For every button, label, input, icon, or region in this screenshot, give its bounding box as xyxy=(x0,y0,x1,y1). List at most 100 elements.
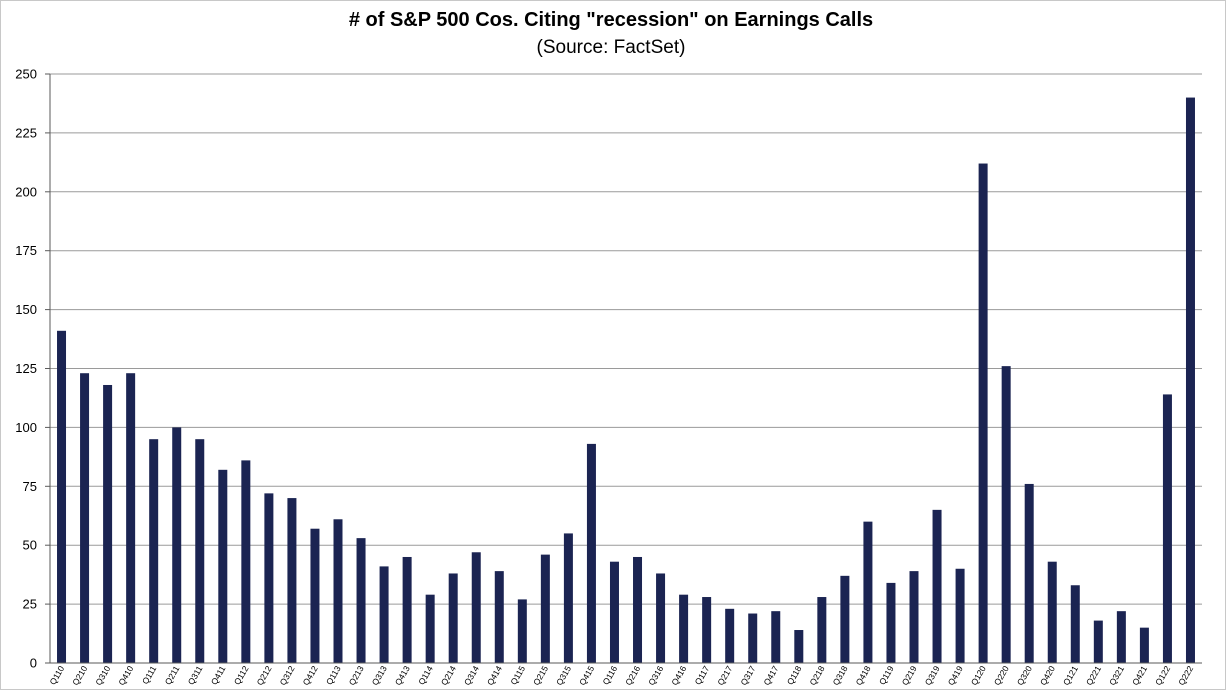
x-tick-label: Q414 xyxy=(485,664,504,687)
x-tick-label: Q210 xyxy=(70,664,89,687)
x-tick-label: Q111 xyxy=(140,664,159,686)
bar-q318 xyxy=(840,575,850,663)
bar-q113 xyxy=(333,519,343,663)
bar-q117 xyxy=(702,597,712,663)
bar-q313 xyxy=(379,566,389,663)
bar-q219 xyxy=(909,571,919,663)
bar-q112 xyxy=(241,460,251,663)
bar-q222 xyxy=(1185,97,1195,663)
x-tick-label: Q216 xyxy=(623,664,642,687)
x-tick-label: Q419 xyxy=(946,664,965,687)
bar-q316 xyxy=(656,573,666,663)
bar-q216 xyxy=(633,556,643,663)
bar-q114 xyxy=(425,594,435,663)
x-tick-label: Q218 xyxy=(808,664,827,687)
x-tick-label: Q418 xyxy=(854,664,873,687)
bar-q417 xyxy=(771,611,781,663)
x-tick-label: Q413 xyxy=(393,664,412,687)
bar-q415 xyxy=(586,443,596,663)
bar-q215 xyxy=(540,554,550,663)
x-tick-label: Q320 xyxy=(1015,664,1034,687)
bar-q416 xyxy=(679,594,689,663)
x-tick-label: Q420 xyxy=(1038,664,1057,687)
bar-q321 xyxy=(1116,611,1126,663)
x-tick-label: Q416 xyxy=(669,664,688,687)
bar-q122 xyxy=(1162,394,1172,663)
chart-subtitle: (Source: FactSet) xyxy=(537,37,686,58)
x-tick-label: Q217 xyxy=(715,664,734,687)
x-tick-label: Q314 xyxy=(462,664,481,687)
x-tick-label: Q213 xyxy=(347,664,366,687)
bar-q118 xyxy=(794,630,804,663)
bar-q412 xyxy=(310,528,320,663)
x-tick-label: Q318 xyxy=(831,664,850,687)
bar-q419 xyxy=(955,568,965,663)
bar-q220 xyxy=(1001,366,1011,663)
x-tick-label: Q410 xyxy=(116,664,135,687)
bar-q411 xyxy=(218,469,228,663)
bar-q311 xyxy=(195,439,205,663)
y-tick-label: 200 xyxy=(15,184,37,199)
x-tick-label: Q421 xyxy=(1130,664,1149,687)
bar-q121 xyxy=(1070,585,1080,663)
y-tick-label: 150 xyxy=(15,302,37,317)
x-tick-label: Q415 xyxy=(577,664,596,687)
x-tick-label: Q220 xyxy=(992,664,1011,687)
x-tick-label: Q119 xyxy=(877,664,896,687)
bar-q317 xyxy=(748,613,758,663)
bar-q315 xyxy=(563,533,573,663)
bar-q320 xyxy=(1024,483,1034,663)
bar-q413 xyxy=(402,556,412,663)
x-tick-label: Q221 xyxy=(1084,664,1103,687)
bar-q111 xyxy=(149,439,159,663)
x-tick-label: Q118 xyxy=(785,664,804,687)
bar-q421 xyxy=(1139,627,1149,663)
x-tick-label: Q412 xyxy=(301,664,320,687)
x-tick-label: Q115 xyxy=(508,664,527,687)
x-tick-label: Q317 xyxy=(738,664,757,687)
y-tick-label: 100 xyxy=(15,420,37,435)
x-tick-label: Q117 xyxy=(693,664,712,687)
x-tick-label: Q110 xyxy=(48,664,67,687)
y-tick-label: 250 xyxy=(15,67,37,82)
x-tick-label: Q411 xyxy=(209,664,228,687)
x-tick-label: Q120 xyxy=(969,664,988,687)
y-tick-label: 50 xyxy=(23,538,37,553)
x-tick-label: Q417 xyxy=(761,664,780,687)
y-tick-label: 225 xyxy=(15,125,37,140)
y-tick-label: 175 xyxy=(15,243,37,258)
bar-q221 xyxy=(1093,620,1103,663)
x-tick-label: Q321 xyxy=(1107,664,1126,687)
bar-q312 xyxy=(287,498,297,663)
x-tick-label: Q211 xyxy=(163,664,182,687)
bar-q115 xyxy=(517,599,527,663)
x-tick-label: Q311 xyxy=(186,664,205,687)
x-tick-label: Q222 xyxy=(1176,664,1195,687)
x-tick-label: Q114 xyxy=(416,664,435,687)
x-tick-label: Q112 xyxy=(232,664,251,687)
x-tick-label: Q214 xyxy=(439,664,458,687)
bar-q212 xyxy=(264,493,274,663)
bar-q116 xyxy=(609,561,619,663)
x-tick-label: Q319 xyxy=(923,664,942,687)
bar-q414 xyxy=(494,571,504,663)
x-tick-label: Q212 xyxy=(255,664,274,687)
y-tick-label: 0 xyxy=(30,656,37,671)
x-tick-label: Q316 xyxy=(646,664,665,687)
bar-q119 xyxy=(886,582,896,663)
bar-q120 xyxy=(978,163,988,663)
bar-q418 xyxy=(863,521,873,663)
bar-q218 xyxy=(817,597,827,663)
x-tick-label: Q313 xyxy=(370,664,389,687)
bar-q110 xyxy=(57,330,67,663)
x-tick-label: Q121 xyxy=(1061,664,1080,687)
bar-q217 xyxy=(725,608,735,663)
y-tick-label: 25 xyxy=(23,597,37,612)
x-tick-label: Q122 xyxy=(1153,664,1172,687)
x-tick-label: Q310 xyxy=(93,664,112,687)
y-tick-label: 125 xyxy=(15,361,37,376)
x-tick-label: Q219 xyxy=(900,664,919,687)
chart-title: # of S&P 500 Cos. Citing "recession" on … xyxy=(349,9,873,31)
bar-q410 xyxy=(126,373,136,663)
